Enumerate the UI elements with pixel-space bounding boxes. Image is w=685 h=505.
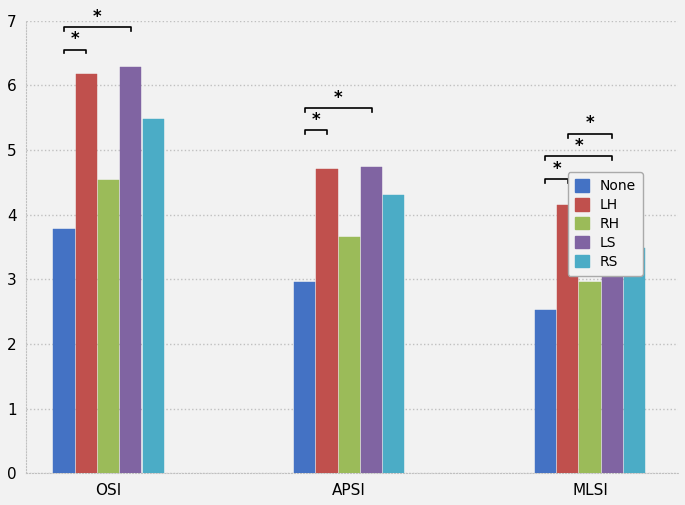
Bar bbox=[557, 205, 578, 473]
Bar bbox=[384, 195, 404, 473]
Bar bbox=[76, 74, 97, 473]
Text: *: * bbox=[552, 160, 561, 178]
Text: *: * bbox=[334, 88, 342, 107]
Bar bbox=[535, 310, 556, 473]
Bar bbox=[294, 282, 315, 473]
Bar bbox=[580, 282, 601, 473]
Bar bbox=[316, 169, 338, 473]
Text: *: * bbox=[312, 111, 320, 129]
Text: *: * bbox=[93, 8, 102, 26]
Bar bbox=[361, 167, 382, 473]
Text: *: * bbox=[71, 30, 79, 48]
Bar bbox=[142, 119, 164, 473]
Text: *: * bbox=[586, 115, 595, 132]
Bar bbox=[339, 237, 360, 473]
Bar bbox=[98, 180, 119, 473]
Legend: None, LH, RH, LS, RS: None, LH, RH, LS, RS bbox=[568, 172, 643, 276]
Bar bbox=[53, 229, 75, 473]
Bar bbox=[601, 198, 623, 473]
Text: *: * bbox=[575, 137, 583, 155]
Bar bbox=[624, 248, 645, 473]
Bar bbox=[121, 67, 142, 473]
